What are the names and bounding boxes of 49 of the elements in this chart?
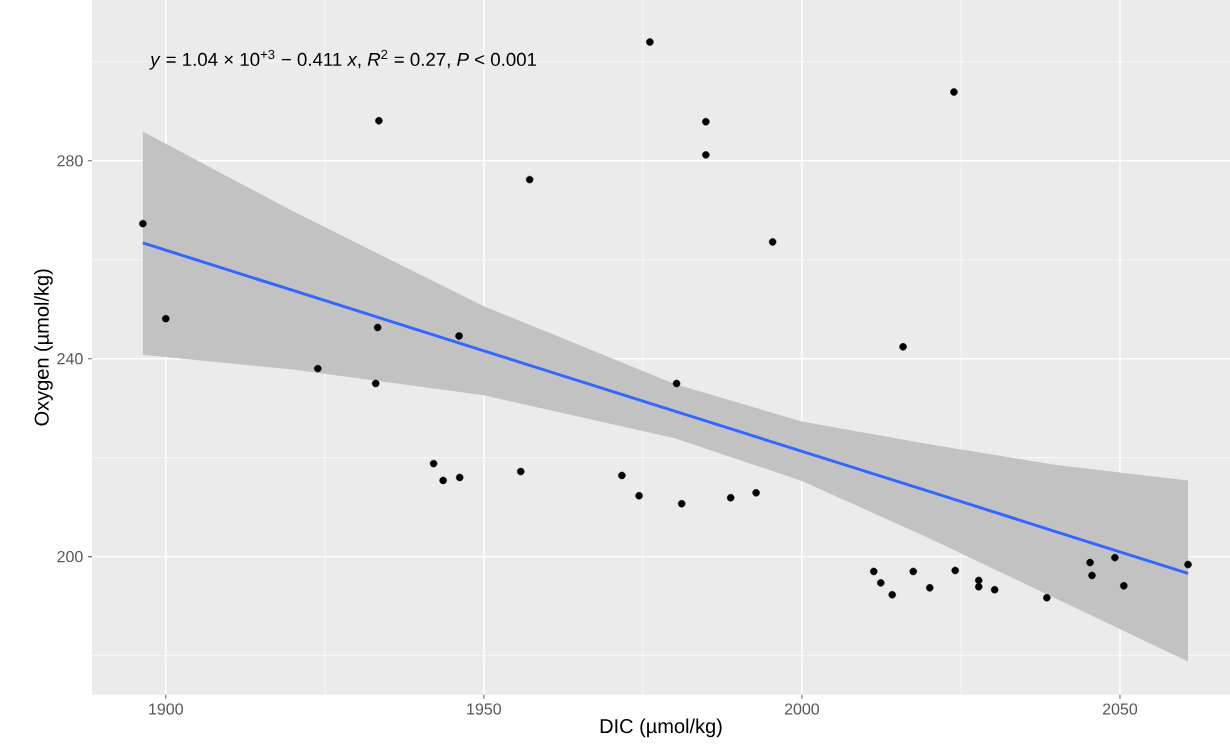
x-tick-label: 2000 bbox=[784, 703, 820, 715]
point bbox=[1111, 553, 1119, 562]
point bbox=[951, 566, 959, 575]
point bbox=[909, 567, 917, 576]
point bbox=[768, 238, 777, 246]
point bbox=[517, 467, 525, 476]
point bbox=[877, 579, 885, 587]
point bbox=[870, 567, 878, 576]
point bbox=[975, 576, 983, 585]
point bbox=[899, 343, 907, 351]
text: y = 1.04 × 10$^{+3}$ − 0.411 x, R$^{2}$ = 0.27, P < 0.001 bbox=[149, 49, 537, 70]
point bbox=[375, 116, 383, 125]
y-tick-label: 280 bbox=[57, 155, 83, 167]
point bbox=[752, 489, 760, 497]
y-axis-title: Oxygen (µmol/kg) bbox=[34, 269, 53, 426]
point bbox=[162, 314, 170, 323]
point bbox=[672, 379, 681, 388]
point bbox=[1086, 558, 1094, 567]
point bbox=[702, 151, 710, 159]
point bbox=[373, 323, 382, 332]
point bbox=[525, 175, 534, 184]
point bbox=[139, 219, 147, 228]
point bbox=[950, 88, 958, 96]
point bbox=[455, 332, 463, 340]
point bbox=[1043, 593, 1051, 602]
x-axis-title: DIC (µmol/kg) bbox=[600, 718, 722, 738]
point bbox=[371, 379, 380, 388]
point bbox=[618, 471, 626, 480]
x-tick-label: 2050 bbox=[1102, 703, 1138, 715]
point bbox=[975, 583, 983, 591]
y-tick-label: 240 bbox=[57, 353, 83, 365]
y-tick-label: 200 bbox=[57, 550, 83, 563]
point bbox=[314, 364, 322, 373]
point bbox=[726, 494, 735, 502]
x-tick-label: 1900 bbox=[149, 703, 183, 715]
point bbox=[1120, 582, 1128, 590]
point bbox=[429, 459, 438, 468]
point bbox=[635, 492, 643, 500]
point bbox=[702, 117, 710, 126]
x-tick-label: 1950 bbox=[467, 703, 502, 715]
point bbox=[926, 584, 934, 592]
point bbox=[439, 476, 447, 485]
point bbox=[677, 499, 686, 508]
point bbox=[1088, 571, 1096, 580]
point bbox=[1184, 560, 1192, 569]
point bbox=[990, 586, 999, 594]
point bbox=[455, 473, 464, 482]
point bbox=[646, 38, 654, 46]
point bbox=[888, 590, 896, 599]
